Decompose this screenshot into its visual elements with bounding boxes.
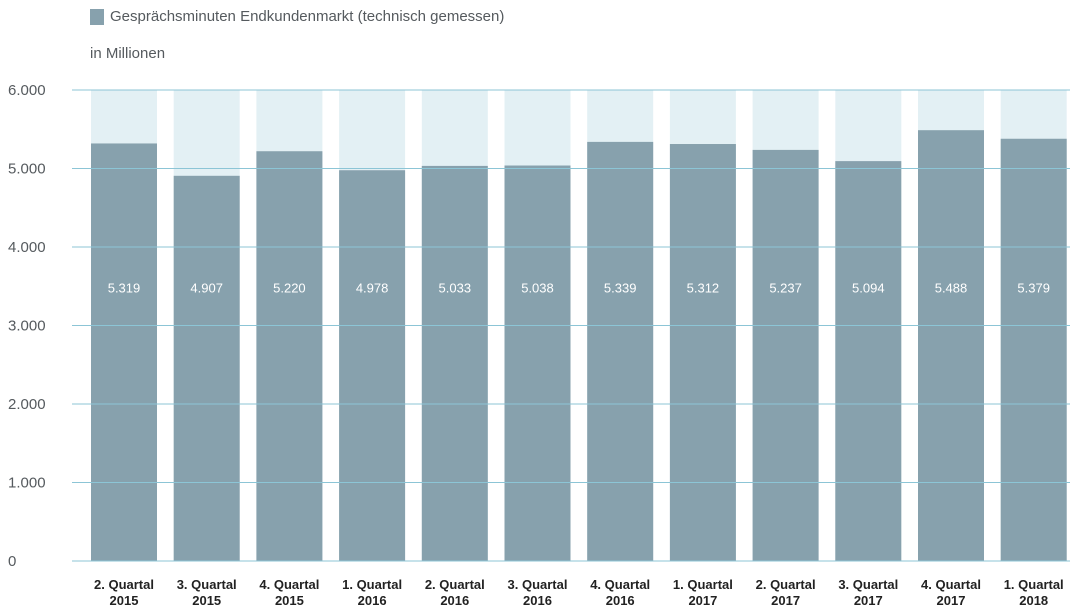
value-label: 5.220: [273, 281, 306, 296]
x-tick-label: 4. Quartal: [259, 577, 319, 592]
x-tick-label-year: 2015: [192, 593, 221, 608]
x-tick-label-year: 2017: [688, 593, 717, 608]
x-tick-label-year: 2017: [771, 593, 800, 608]
value-label: 5.319: [108, 281, 141, 296]
x-tick-label: 2. Quartal: [425, 577, 485, 592]
bar: [421, 165, 488, 562]
x-tick-label: 3. Quartal: [508, 577, 568, 592]
unit-label: in Millionen: [90, 45, 166, 62]
bar: [918, 130, 984, 561]
bar: [173, 175, 240, 561]
value-label: 5.094: [852, 281, 885, 296]
bar: [504, 165, 571, 561]
legend-label: Gesprächsminuten Endkundenmarkt (technis…: [110, 8, 505, 25]
legend: Gesprächsminuten Endkundenmarkt (technis…: [90, 8, 504, 25]
x-tick-label-year: 2016: [523, 593, 552, 608]
bar: [1000, 138, 1067, 561]
x-tick-label: 3. Quartal: [177, 577, 237, 592]
x-tick-label-year: 2015: [110, 593, 139, 608]
bar: [752, 149, 819, 561]
x-tick-label: 3. Quartal: [838, 577, 898, 592]
value-label: 5.237: [769, 281, 802, 296]
bar: [256, 151, 323, 562]
legend-swatch: [90, 8, 104, 25]
x-tick-label: 1. Quartal: [1004, 577, 1064, 592]
x-tick-label-year: 2016: [606, 593, 635, 608]
y-tick-label: 3.000: [8, 318, 46, 335]
y-tick-label: 1.000: [8, 475, 46, 492]
value-label: 5.488: [935, 281, 968, 296]
x-tick-label-year: 2018: [1019, 593, 1048, 608]
x-tick-label-year: 2016: [440, 593, 469, 608]
value-label: 4.907: [190, 281, 223, 296]
value-label: 5.379: [1017, 281, 1050, 296]
value-label: 5.038: [521, 281, 554, 296]
y-tick-label: 6.000: [8, 82, 46, 99]
x-tick-label-year: 2015: [275, 593, 304, 608]
x-tick-label: 1. Quartal: [673, 577, 733, 592]
y-tick-label: 0: [8, 553, 16, 570]
x-tick-label-year: 2016: [358, 593, 387, 608]
y-tick-label: 4.000: [8, 239, 46, 256]
x-tick-label: 2. Quartal: [94, 577, 154, 592]
x-tick-label-year: 2017: [937, 593, 966, 608]
value-label: 5.033: [439, 281, 472, 296]
x-tick-label-year: 2017: [854, 593, 883, 608]
x-tick-label: 2. Quartal: [756, 577, 816, 592]
value-label: 4.978: [356, 281, 389, 296]
bar: [91, 143, 157, 561]
bar: [587, 141, 654, 562]
x-tick-label: 4. Quartal: [921, 577, 981, 592]
x-tick-label: 1. Quartal: [342, 577, 402, 592]
value-label: 5.312: [687, 281, 720, 296]
bar: [339, 170, 406, 562]
bar: [669, 144, 736, 561]
y-tick-label: 5.000: [8, 161, 46, 178]
y-tick-label: 2.000: [8, 396, 46, 413]
value-label: 5.339: [604, 281, 637, 296]
x-tick-label: 4. Quartal: [590, 577, 650, 592]
bar: [835, 161, 902, 561]
